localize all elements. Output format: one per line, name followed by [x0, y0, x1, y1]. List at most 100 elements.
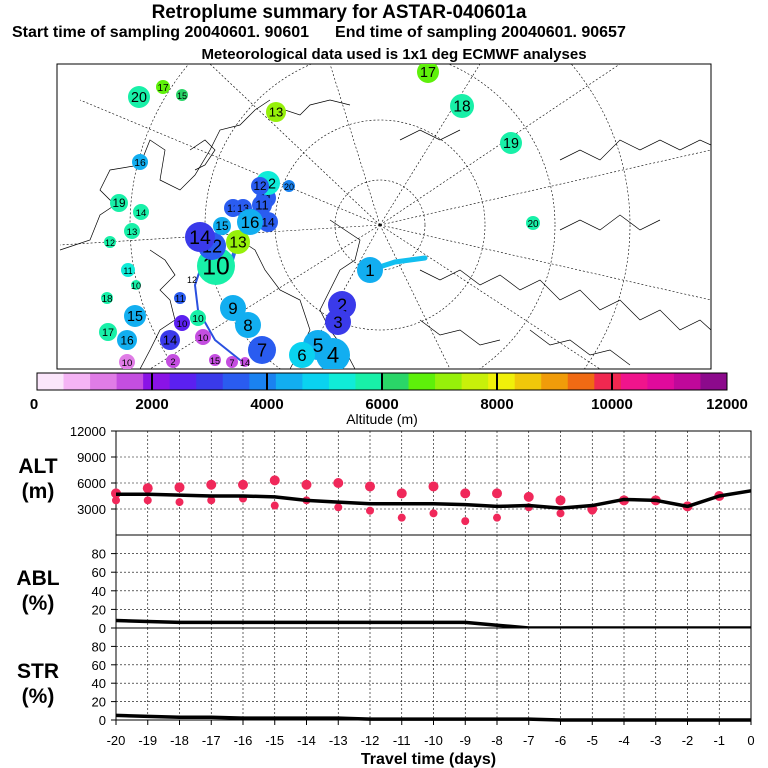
cluster-marker [160, 330, 180, 350]
x-tick-label: -5 [586, 733, 598, 748]
x-tick-label: -18 [170, 733, 189, 748]
colorbar-cell [541, 373, 569, 390]
cluster-label: 20 [527, 219, 539, 230]
altitude-cluster-dot [301, 479, 312, 490]
colorbar-cell [461, 373, 489, 390]
cluster-label: 10 [198, 333, 209, 344]
colorbar-label: Altitude (m) [346, 411, 418, 427]
y-tick-label: 6000 [77, 476, 106, 491]
cluster-label: 13 [229, 234, 246, 251]
cluster-marker [133, 204, 149, 220]
x-tick-label: -3 [650, 733, 662, 748]
colorbar-tick-label: 10000 [591, 396, 633, 413]
cluster-label: 2 [170, 357, 175, 367]
y-tick-label: 40 [92, 676, 106, 691]
altitude-cluster-dot [428, 481, 439, 492]
cluster-label: 15 [210, 356, 220, 366]
cluster-marker [156, 80, 170, 94]
cluster-marker [237, 209, 263, 235]
colorbar-cell [90, 373, 118, 390]
x-tick-label: -8 [491, 733, 503, 748]
cluster-label: 16 [241, 213, 260, 232]
y-tick-label: 12000 [70, 424, 106, 439]
cluster-label: 14 [136, 208, 147, 219]
cluster-marker [226, 230, 250, 254]
x-tick-label: -4 [618, 733, 630, 748]
cluster-label: 19 [112, 197, 125, 210]
x-tick-label: -20 [107, 733, 126, 748]
colorbar-cell [488, 373, 516, 390]
y-tick-label: 60 [92, 658, 106, 673]
cluster-label: 10 [177, 319, 188, 330]
cluster-label: 17 [102, 327, 114, 339]
altitude-cluster-dot [556, 509, 565, 518]
colorbar-cell [302, 373, 330, 390]
y-tick-label: 0 [99, 713, 106, 728]
altitude-cluster-dot [206, 479, 217, 490]
altitude-colorbar: 0 2000 4000 6000 8000 10000 12000 Altitude (m) [30, 372, 748, 427]
cluster-marker [526, 216, 540, 230]
coastlines [59, 99, 711, 369]
cluster-marker [110, 194, 128, 212]
cluster-label: 18 [101, 294, 113, 305]
cluster-label: 7 [229, 358, 234, 368]
cluster-marker [190, 310, 206, 326]
cluster-label: 11 [255, 198, 269, 213]
x-tick-label: -17 [202, 733, 221, 748]
cluster-marker [176, 89, 188, 101]
cluster-label: 14 [261, 216, 275, 230]
altitude-cluster-dot [207, 496, 216, 505]
cluster-label: 11 [123, 266, 132, 276]
cluster-label: 18 [453, 98, 470, 115]
colorbar-cell [594, 373, 622, 390]
altitude-cluster-dot [460, 488, 471, 499]
cluster-marker [101, 292, 113, 304]
cluster-label: 1 [365, 261, 374, 280]
series-line [116, 489, 752, 510]
cluster-label: 13 [269, 105, 283, 120]
altitude-cluster-dot [334, 503, 343, 512]
x-tick-label: -14 [297, 733, 316, 748]
cluster-label: 12 [187, 275, 197, 285]
cluster-marker [220, 295, 246, 321]
cluster-marker [240, 357, 250, 367]
x-tick-label: -9 [459, 733, 471, 748]
cluster-marker [121, 263, 135, 277]
y-tick-label: 9000 [77, 450, 106, 465]
cluster-marker [124, 223, 140, 239]
cluster-marker [283, 180, 295, 192]
colorbar-cell [222, 373, 250, 390]
y-tick-label: 60 [92, 565, 106, 580]
colorbar-cell [620, 373, 648, 390]
cluster-label: 12 [253, 180, 266, 193]
colorbar-cell [700, 373, 728, 390]
start-time-label: Start time of sampling 20040601. 90601 [12, 24, 310, 41]
colorbar-tick-label: 2000 [135, 396, 168, 413]
cluster-marker [325, 309, 351, 335]
colorbar-cell [567, 373, 595, 390]
cluster-label: 10 [192, 314, 204, 325]
cluster-label: 13 [127, 227, 138, 238]
cluster-marker [209, 354, 221, 366]
cluster-label: 2 [337, 295, 347, 315]
colorbar-cell [408, 373, 436, 390]
cluster-label: 16 [134, 158, 146, 169]
cluster-label: 14 [189, 227, 211, 249]
cluster-marker [117, 330, 137, 350]
colorbar-cell [143, 373, 171, 390]
cluster-marker [450, 94, 474, 118]
y-axis-title: ALT [18, 455, 57, 478]
colorbar-cell [673, 373, 701, 390]
altitude-cluster-dot [175, 498, 184, 507]
cluster-marker [174, 315, 190, 331]
cluster-label: 11 [175, 294, 186, 305]
cluster-label: 8 [243, 316, 252, 335]
map-panel: 1716151413121110101021011142012131571412… [56, 63, 712, 370]
altitude-cluster-dot [523, 491, 534, 502]
y-tick-label: 20 [92, 695, 106, 710]
x-tick-label: -1 [713, 733, 725, 748]
altitude-cluster-dot [269, 475, 280, 486]
cluster-label: 20 [131, 90, 147, 106]
altitude-cluster-dot [270, 501, 279, 510]
